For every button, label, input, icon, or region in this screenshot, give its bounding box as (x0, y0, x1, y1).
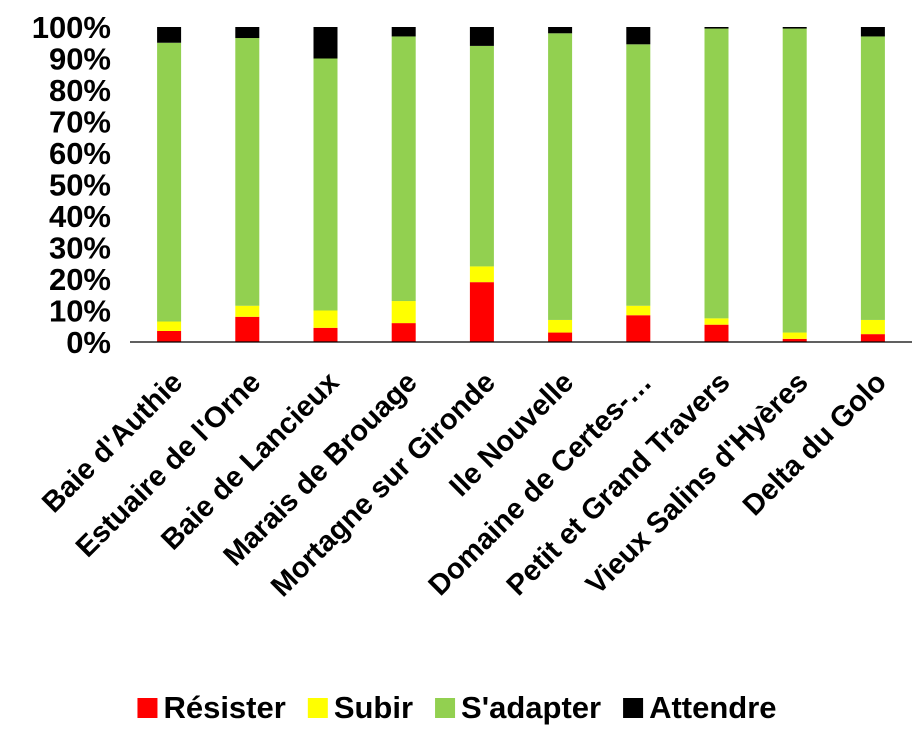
bar-stack-baie-de-lancieux (313, 27, 338, 342)
legend-item-resister: Résister (137, 690, 286, 725)
bar-stack-ile-nouvelle (548, 27, 573, 342)
y-tick-label: 50% (49, 168, 111, 203)
bar-segment-attendre-estuaire-de-l-orne (235, 27, 260, 39)
bar-segment-s-adapter-marais-de-brouage (391, 36, 416, 302)
bar-segment-attendre-ile-nouvelle (548, 27, 573, 34)
bar-segment-s-adapter-baie-d-authie (157, 42, 182, 322)
bar-segment-attendre-petit-et-grand-travers (704, 27, 729, 29)
y-tick-label: 70% (49, 105, 111, 140)
bar-segment-subir-ile-nouvelle (548, 319, 573, 333)
bar-segment-attendre-marais-de-brouage (391, 27, 416, 37)
y-tick-label: 100% (32, 10, 111, 45)
bar-segment-subir-estuaire-de-l-orne (235, 305, 260, 317)
bar-segment-s-adapter-estuaire-de-l-orne (235, 38, 260, 306)
legend-item-s-adapter: S'adapter (435, 690, 601, 725)
y-tick-label: 20% (49, 262, 111, 297)
bar-segment-resister-domaine-de-certes (626, 315, 651, 342)
y-tick-label: 0% (66, 325, 111, 360)
bar-stack-estuaire-de-l-orne (235, 27, 260, 342)
legend-item-subir: Subir (307, 690, 413, 725)
bar-segment-resister-ile-nouvelle (548, 332, 573, 342)
legend-label: Résister (163, 690, 285, 725)
y-tick-label: 60% (49, 136, 111, 171)
bar-segment-resister-delta-du-golo (860, 334, 885, 343)
x-category-label: Baie d'Authie (36, 366, 189, 519)
y-tick-label: 90% (49, 42, 111, 77)
bar-stack-baie-d-authie (157, 27, 182, 342)
bar-segment-s-adapter-petit-et-grand-travers (704, 28, 729, 319)
x-category-label: Delta du Golo (737, 366, 893, 522)
bar-segment-resister-estuaire-de-l-orne (235, 316, 260, 342)
bar-segment-subir-baie-de-lancieux (313, 310, 338, 328)
bar-stack-vieux-salins-d-hyeres (782, 27, 807, 342)
legend-label: S'adapter (461, 690, 601, 725)
bar-segment-attendre-mortagne-sur-gironde (469, 27, 494, 46)
bar-segment-s-adapter-vieux-salins-d-hyeres (782, 28, 807, 333)
bar-segment-resister-mortagne-sur-gironde (469, 282, 494, 342)
legend-swatch (435, 698, 456, 718)
bar-segment-attendre-vieux-salins-d-hyeres (782, 27, 807, 29)
bar-segment-resister-baie-d-authie (157, 330, 182, 342)
legend-label: Subir (334, 690, 413, 725)
legend-swatch (623, 698, 644, 718)
legend-item-attendre: Attendre (623, 690, 777, 725)
bars-layer (157, 27, 885, 343)
legend: Résister Subir S'adapter Attendre (137, 690, 777, 725)
bar-stack-marais-de-brouage (391, 27, 416, 342)
bar-segment-subir-mortagne-sur-gironde (469, 266, 494, 283)
bar-segment-s-adapter-delta-du-golo (860, 36, 885, 320)
bar-segment-resister-marais-de-brouage (391, 323, 416, 342)
bar-segment-s-adapter-baie-de-lancieux (313, 58, 338, 311)
bar-segment-s-adapter-mortagne-sur-gironde (469, 45, 494, 267)
y-axis-ticks: 0%10%20%30%40%50%60%70%80%90%100% (32, 10, 111, 360)
bar-segment-subir-baie-d-authie (157, 321, 182, 331)
bar-segment-attendre-baie-de-lancieux (313, 27, 338, 59)
bar-stack-mortagne-sur-gironde (469, 27, 494, 342)
legend-swatch (307, 698, 328, 718)
y-tick-label: 80% (49, 73, 111, 108)
bar-segment-subir-petit-et-grand-travers (704, 318, 729, 325)
bar-segment-subir-marais-de-brouage (391, 301, 416, 324)
y-tick-label: 10% (49, 294, 111, 329)
legend-label: Attendre (649, 690, 776, 725)
bar-segment-resister-baie-de-lancieux (313, 327, 338, 342)
bar-segment-attendre-baie-d-authie (157, 27, 182, 43)
bar-segment-resister-vieux-salins-d-hyeres (782, 338, 807, 342)
bar-stack-petit-et-grand-travers (704, 27, 729, 342)
y-tick-label: 30% (49, 231, 111, 266)
bar-segment-subir-domaine-de-certes (626, 305, 651, 316)
y-tick-label: 40% (49, 199, 111, 234)
bar-segment-attendre-domaine-de-certes (626, 27, 651, 45)
bar-segment-attendre-delta-du-golo (860, 27, 885, 37)
bar-segment-s-adapter-ile-nouvelle (548, 33, 573, 320)
legend-swatch (137, 698, 158, 718)
bar-segment-subir-vieux-salins-d-hyeres (782, 332, 807, 339)
bar-stack-domaine-de-certes (626, 27, 651, 342)
bar-stack-delta-du-golo (860, 27, 885, 343)
bar-segment-s-adapter-domaine-de-certes (626, 44, 651, 306)
bar-segment-resister-petit-et-grand-travers (704, 324, 729, 342)
bar-segment-subir-delta-du-golo (860, 319, 885, 335)
